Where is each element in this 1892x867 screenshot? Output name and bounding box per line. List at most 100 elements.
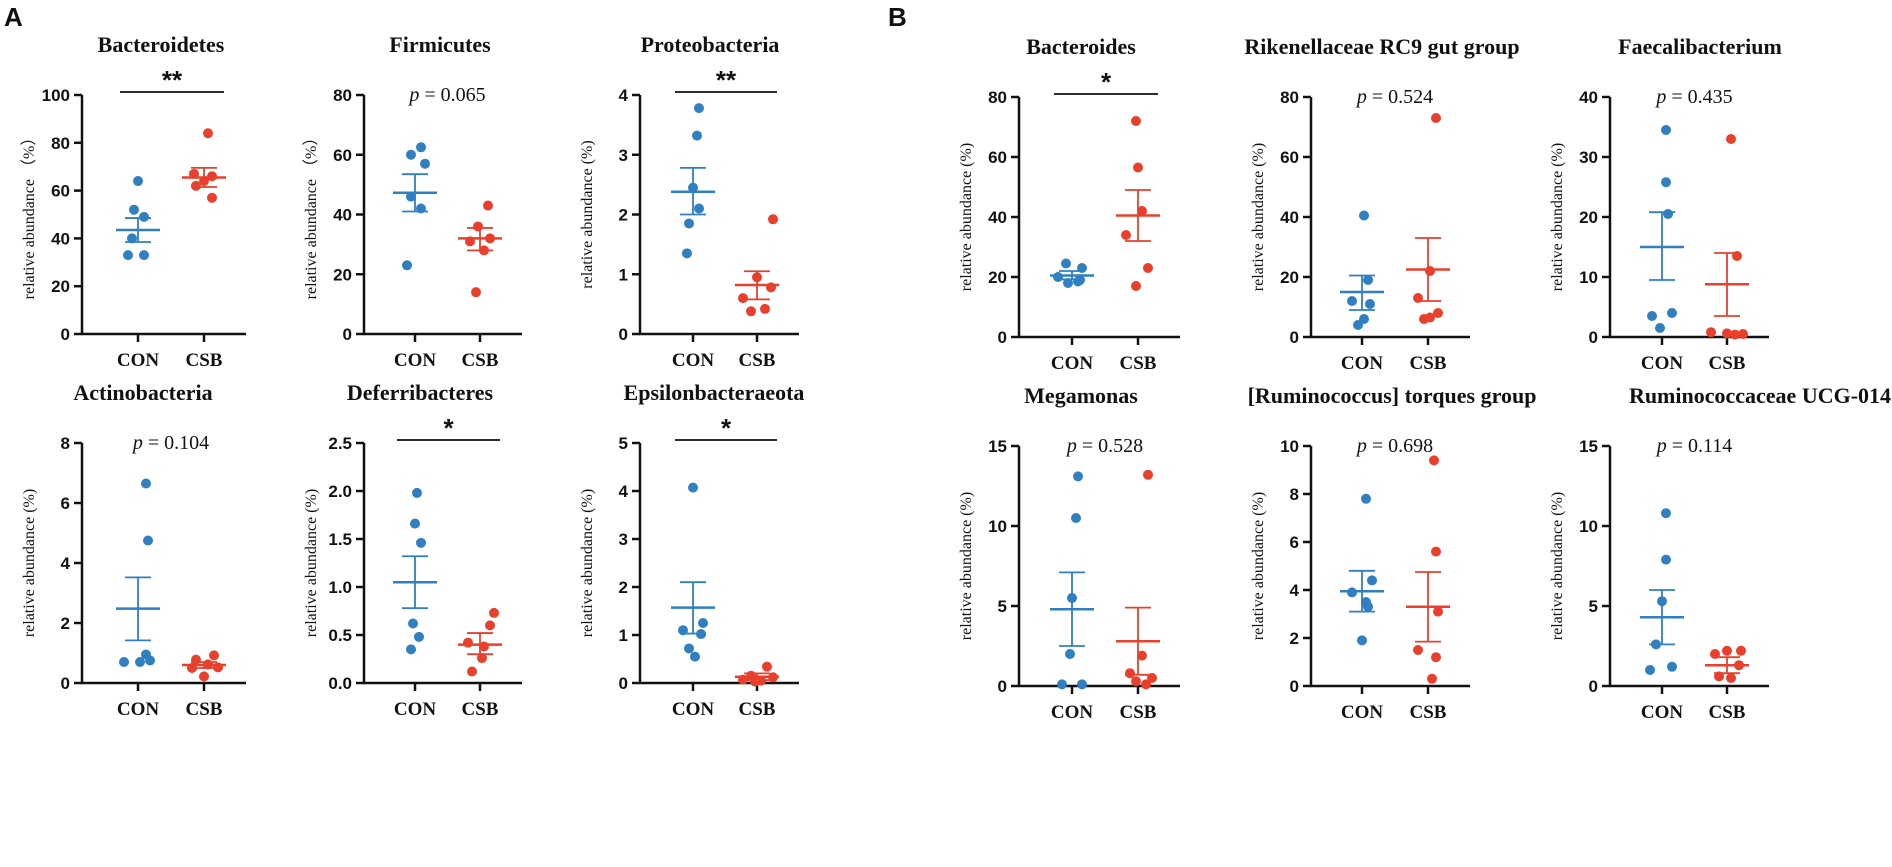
y-tick-label: 8 — [1290, 485, 1299, 504]
data-point — [692, 130, 702, 141]
y-tick-label: 1 — [619, 626, 628, 645]
data-point — [483, 200, 493, 211]
y-tick-label: 0 — [619, 325, 628, 344]
y-tick-label: 0.0 — [328, 674, 352, 693]
data-point — [1353, 320, 1363, 330]
data-point — [471, 287, 481, 298]
data-point — [1131, 676, 1141, 687]
chart-9: Faecalibacterium 0 10 20 30 40 CON CSB relative … — [1549, 34, 1782, 374]
data-point — [1347, 296, 1357, 306]
chart-title: Megamonas — [1024, 383, 1138, 408]
x-category-label: CON — [1051, 353, 1094, 374]
data-point — [485, 620, 495, 631]
p-value-label: p = 0.524 — [1355, 86, 1433, 108]
data-point — [682, 248, 692, 259]
data-point — [416, 537, 426, 548]
data-point — [694, 203, 704, 214]
data-point — [684, 218, 694, 229]
x-category-label: CSB — [1120, 353, 1157, 374]
chart-title: Firmicutes — [389, 32, 491, 57]
y-tick-label: 0 — [998, 328, 1007, 347]
data-point — [1667, 308, 1677, 318]
data-point — [1433, 606, 1443, 617]
data-point — [1726, 134, 1736, 144]
y-tick-label: 2 — [619, 578, 628, 597]
y-tick-label: 15 — [1579, 437, 1598, 456]
data-point — [127, 233, 137, 244]
data-point — [410, 518, 420, 529]
data-point — [406, 191, 416, 202]
x-category-label: CON — [117, 699, 160, 720]
data-point — [473, 221, 483, 232]
y-tick-label: 10 — [1579, 268, 1598, 287]
data-point — [139, 211, 149, 222]
data-point — [1363, 275, 1373, 285]
data-point — [1137, 650, 1147, 661]
significance-stars: ** — [716, 65, 737, 95]
y-tick-label: 4 — [61, 554, 71, 573]
p-value-label: p = 0.528 — [1065, 435, 1143, 457]
data-point — [1655, 323, 1665, 333]
chart-12: Ruminococcaceae UCG-014 0 5 10 15 CON CSB relat… — [1549, 383, 1891, 723]
data-point — [489, 607, 499, 618]
y-tick-label: 0 — [1290, 328, 1299, 347]
y-tick-label: 60 — [988, 148, 1007, 167]
data-point — [1053, 272, 1063, 282]
p-value-label: p = 0.698 — [1355, 435, 1433, 457]
x-category-label: CON — [1641, 702, 1684, 723]
data-point — [133, 176, 143, 187]
chart-11: [Ruminococcus] torques group 0 2 4 6 8 10 CON CS… — [1248, 383, 1537, 723]
y-tick-label: 15 — [988, 437, 1007, 456]
data-point — [467, 666, 477, 677]
y-axis-title: relative abundance (%) — [1549, 143, 1566, 291]
data-point — [1073, 471, 1083, 482]
y-tick-label: 100 — [42, 86, 70, 105]
y-tick-label: 0.5 — [328, 626, 352, 645]
y-tick-label: 20 — [333, 265, 352, 284]
data-point — [402, 260, 412, 271]
data-point — [1359, 210, 1369, 221]
x-category-label: CSB — [186, 350, 223, 371]
data-point — [1131, 116, 1141, 126]
x-category-label: CON — [1051, 702, 1094, 723]
data-point — [738, 293, 748, 304]
data-point — [1425, 312, 1435, 323]
data-point — [1661, 177, 1671, 188]
p-value-label: p = 0.065 — [407, 84, 485, 106]
chart-title: Actinobacteria — [73, 380, 212, 405]
chart-title: Deferribacteres — [347, 380, 494, 405]
data-point — [406, 149, 416, 160]
x-category-label: CSB — [1120, 702, 1157, 723]
y-tick-label: 4 — [1290, 581, 1300, 600]
x-category-label: CON — [394, 350, 437, 371]
data-point — [1121, 230, 1131, 240]
data-point — [1131, 281, 1141, 291]
y-tick-label: 40 — [1579, 88, 1598, 107]
data-point — [1661, 554, 1671, 565]
data-point — [750, 676, 760, 687]
data-point — [207, 192, 217, 203]
chart-8: Rikenellaceae RC9 gut group 0 20 40 60 80 CON C… — [1244, 34, 1519, 374]
significance-stars: * — [443, 413, 454, 443]
y-tick-label: 1 — [619, 265, 628, 284]
y-tick-label: 2.5 — [328, 434, 352, 453]
data-point — [760, 303, 770, 314]
data-point — [191, 180, 201, 191]
chart-title: Bacteroides — [1026, 34, 1136, 59]
data-point — [1661, 508, 1671, 519]
data-point — [123, 250, 133, 261]
y-axis-title: relative abundance (%) — [579, 140, 596, 288]
data-point — [199, 671, 209, 682]
y-tick-label: 60 — [51, 182, 70, 201]
y-axis-title: relative abundance （%） — [302, 130, 320, 300]
y-tick-label: 1.5 — [328, 530, 352, 549]
x-category-label: CON — [1341, 702, 1384, 723]
chart-title: Ruminococcaceae UCG-014 — [1629, 383, 1891, 408]
p-symbol: p — [131, 432, 143, 454]
data-point — [1425, 266, 1435, 276]
data-point — [746, 306, 756, 317]
y-tick-label: 0 — [61, 325, 70, 344]
p-symbol: p — [1655, 435, 1667, 457]
p-value-label: p = 0.104 — [131, 432, 209, 454]
data-point — [1645, 665, 1655, 675]
